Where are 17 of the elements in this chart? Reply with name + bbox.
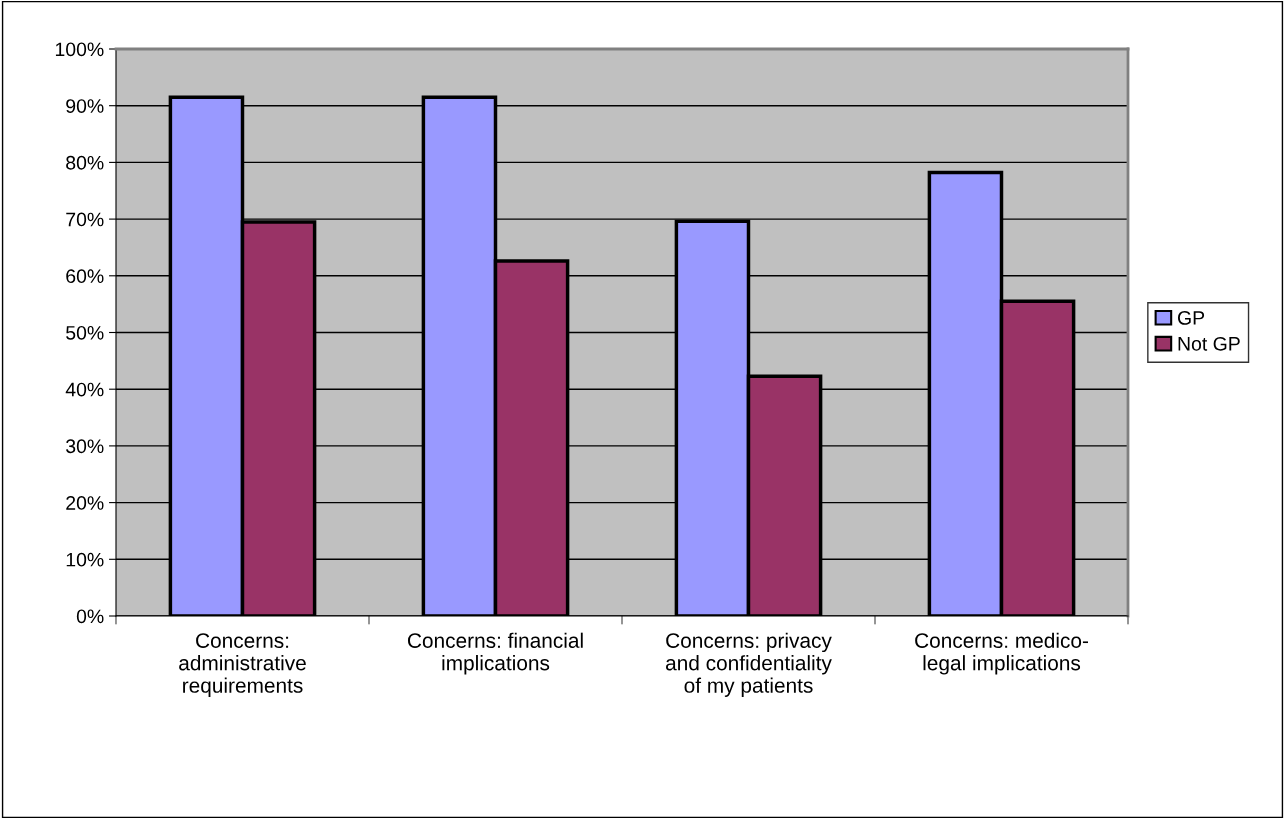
legend-label: GP — [1177, 311, 1205, 325]
y-tick-label: 30% — [66, 439, 104, 454]
x-tick-label: Concerns: financial implications — [407, 632, 583, 675]
x-tick-label: Concerns: administrative requirements — [179, 633, 306, 697]
y-tick-label: 90% — [66, 99, 104, 113]
y-tick-label: 10% — [66, 552, 104, 567]
x-tick-label: Concerns: privacy and confidentiality of my patients — [666, 632, 832, 697]
y-tick-label: 100% — [55, 42, 104, 57]
y-tick-label: 60% — [66, 269, 104, 284]
y-tick-label: 0% — [76, 609, 104, 624]
legend-label: Not GP — [1178, 336, 1240, 351]
y-tick-label: 70% — [66, 212, 104, 227]
y-tick-label: 20% — [66, 496, 104, 510]
y-tick-label: 80% — [66, 155, 104, 170]
x-tick-label: Concerns: medico- legal implications — [915, 632, 1088, 675]
y-tick-label: 50% — [66, 325, 104, 340]
y-tick-label: 40% — [65, 382, 104, 397]
